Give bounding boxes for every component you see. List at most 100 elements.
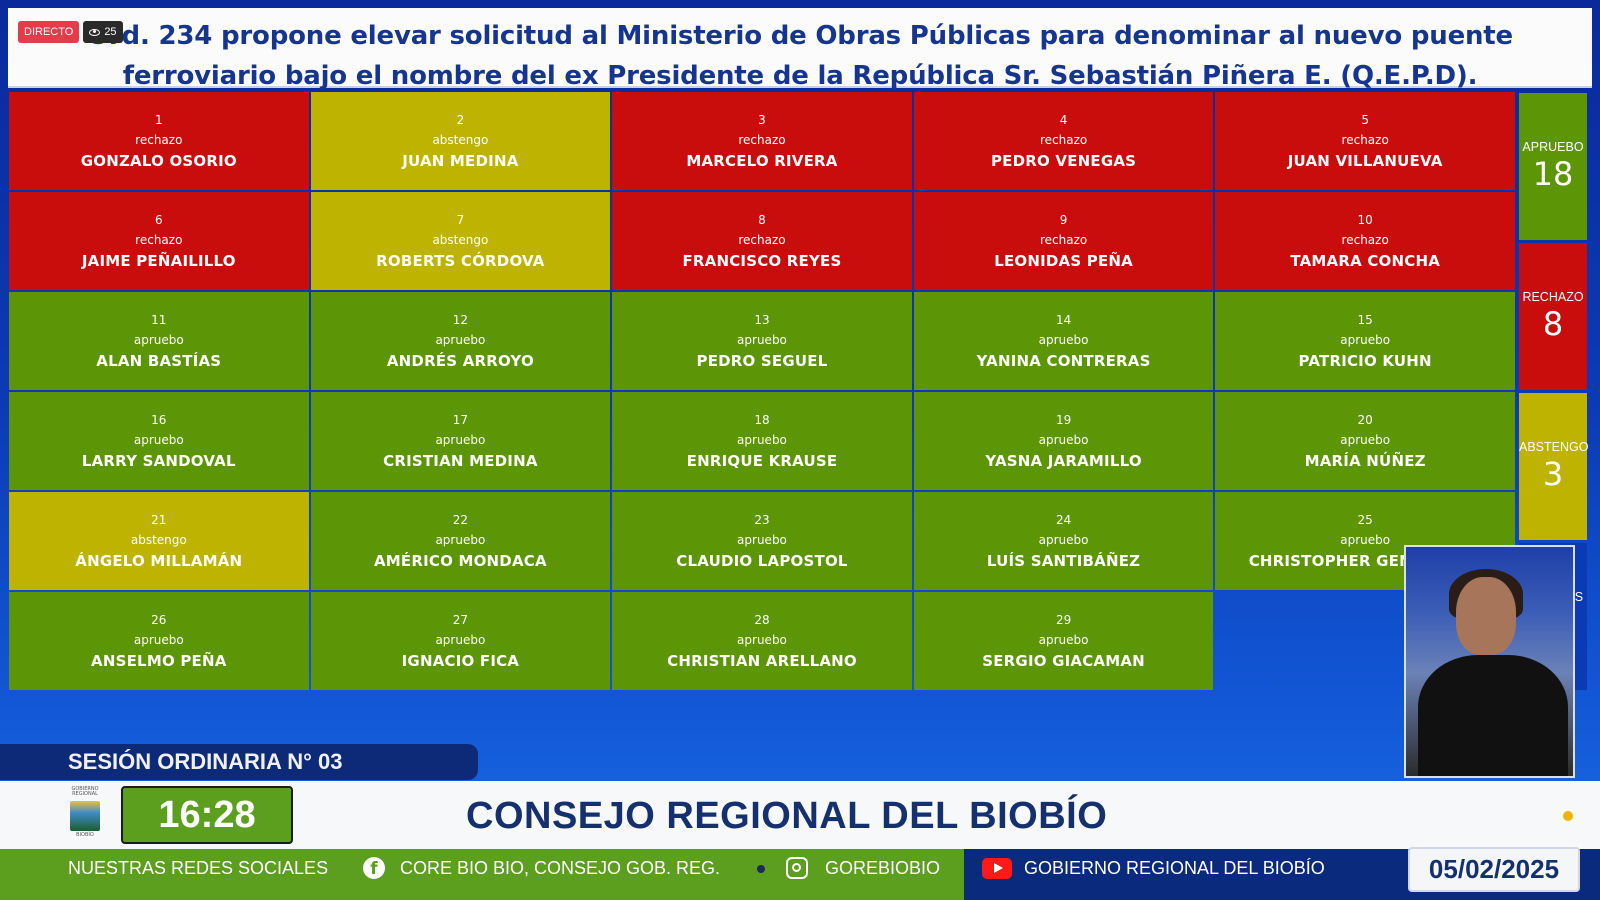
councillor-name: FRANCISCO REYES [682,252,842,270]
councillor-name: ENRIQUE KRAUSE [686,452,838,470]
councillor-name: CHRISTIAN ARELLANO [667,652,857,670]
councillor-name: PEDRO SEGUEL [696,352,828,370]
presenter-head [1456,577,1516,655]
councillor-name: PATRICIO KUHN [1298,352,1432,370]
councillor-name: ÁNGELO MILLAMÁN [75,552,243,570]
councillor-number: 12 [452,313,469,327]
councillor-name: LARRY SANDOVAL [81,452,236,470]
tally-rechazo-label: RECHAZO [1522,290,1584,304]
vote-cell: 6 rechazo JAIME PEÑAILILLO [9,192,309,290]
councillor-number: 28 [754,613,770,627]
presenter-camera-feed [1404,545,1575,778]
councillor-number: 22 [452,513,469,527]
vote-cell: 28 apruebo CHRISTIAN ARELLANO [612,592,912,690]
motion-header: DIRECTO 25 Ord. 234 propone elevar solic… [8,8,1592,91]
vote-cell: 13 apruebo PEDRO SEGUEL [612,292,912,390]
councillor-number: 13 [754,313,770,327]
vote-value: apruebo [133,433,184,447]
facebook-icon: f [363,857,385,879]
councillor-number: 9 [1059,213,1068,227]
vote-value: apruebo [435,533,486,547]
councillor-number: 10 [1357,213,1373,227]
viewer-count-value: 25 [104,26,117,38]
councillor-name: CRISTIAN MEDINA [383,452,538,470]
vote-value: apruebo [133,333,184,347]
vote-value: rechazo [135,133,183,147]
councillor-name: JUAN VILLANUEVA [1287,152,1443,170]
tally-rechazo-value: 8 [1542,305,1564,343]
councillor-name: ANDRÉS ARROYO [386,352,534,370]
councillor-name: ROBERTS CÓRDOVA [376,252,545,270]
councillor-name: JUAN MEDINA [402,152,519,170]
vote-value: apruebo [737,333,787,347]
motion-text: Ord. 234 propone elevar solicitud al Min… [87,21,1513,91]
logo-top-text: GOBIERNO REGIONAL [71,786,99,797]
separator-dot [757,865,765,873]
councillor-number: 7 [456,213,465,227]
councillor-number: 26 [151,613,167,627]
vote-cell: 1 rechazo GONZALO OSORIO [9,92,309,190]
vote-cell: 14 apruebo YANINA CONTRERAS [913,292,1214,390]
social-label: NUESTRAS REDES SOCIALES [68,858,329,878]
vote-cell: 24 apruebo LUÍS SANTIBÁÑEZ [913,492,1214,590]
councillor-number: 27 [452,613,469,627]
councillor-number: 18 [754,413,770,427]
logo-bottom-text: BIOBÍO [76,832,94,838]
tally-abstengo: ABSTENGO 3 [1519,393,1588,540]
vote-cell: 8 rechazo FRANCISCO REYES [612,192,912,290]
councillor-name: TAMARA CONCHA [1290,252,1441,270]
councillor-number: 17 [452,413,469,427]
vote-value: apruebo [1340,333,1391,347]
vote-cell: 7 abstengo ROBERTS CÓRDOVA [310,192,611,290]
live-label: DIRECTO [18,21,80,43]
councillor-name: JAIME PEÑAILILLO [81,252,236,270]
session-title: SESIÓN ORDINARIA N° 03 [0,744,478,780]
vote-value: apruebo [1038,633,1089,647]
vote-cell: 17 apruebo CRISTIAN MEDINA [310,392,611,490]
vote-cell: 2 abstengo JUAN MEDINA [310,92,611,190]
vote-cell: 11 apruebo ALAN BASTÍAS [9,292,309,390]
councillor-number: 8 [758,213,766,227]
councillor-number: 23 [754,513,770,527]
vote-value: apruebo [737,633,787,647]
council-title: CONSEJO REGIONAL DEL BIOBÍO [466,795,1108,837]
councillor-number: 2 [456,113,465,127]
youtube-icon [982,858,1012,879]
vote-value: apruebo [435,333,486,347]
councillor-number: 15 [1357,313,1373,327]
councillor-name: MARCELO RIVERA [686,152,838,170]
councillor-name: ANSELMO PEÑA [91,652,227,670]
vote-cell: 16 apruebo LARRY SANDOVAL [9,392,309,490]
vote-cell: 4 rechazo PEDRO VENEGAS [913,92,1214,190]
councillor-number: 14 [1055,313,1072,327]
viewer-count: 25 [83,21,123,43]
tally-apruebo-value: 18 [1532,155,1574,193]
councillor-number: 19 [1055,413,1072,427]
councillor-name: YANINA CONTRERAS [976,352,1151,370]
councillor-number: 3 [758,113,766,127]
councillor-number: 25 [1357,513,1373,527]
vote-cell: 9 rechazo LEONIDAS PEÑA [913,192,1214,290]
councillor-name: CLAUDIO LAPOSTOL [676,552,848,570]
councillor-number: 6 [154,213,163,227]
vote-grid: 1 rechazo GONZALO OSORIO 2 abstengo JUAN MEDI… [9,92,1515,692]
councillor-name: GONZALO OSORIO [80,152,237,170]
tally-abstengo-value: 3 [1542,455,1564,493]
date-display: 05/02/2025 [1408,847,1580,892]
live-badge: DIRECTO 25 [18,21,123,43]
vote-cell: 27 apruebo IGNACIO FICA [310,592,611,690]
councillor-number: 20 [1357,413,1373,427]
gobierno-regional-logo: GOBIERNO REGIONAL BIOBÍO [68,787,102,843]
councillor-name: SERGIO GIACAMAN [982,652,1145,670]
logo-emblem [70,801,100,831]
councillor-number: 21 [151,513,167,527]
vote-cell: 18 apruebo ENRIQUE KRAUSE [612,392,912,490]
councillor-name: LEONIDAS PEÑA [994,252,1133,270]
vote-cell: 5 rechazo JUAN VILLANUEVA [1215,92,1515,190]
vote-value: apruebo [1340,433,1391,447]
instagram-handle: GOREBIOBIO [825,858,941,878]
vote-value: apruebo [435,633,486,647]
vote-value: apruebo [1038,433,1089,447]
youtube-channel: GOBIERNO REGIONAL DEL BIOBÍO [1024,858,1325,878]
councillor-name: MARÍA NÚÑEZ [1304,452,1426,470]
